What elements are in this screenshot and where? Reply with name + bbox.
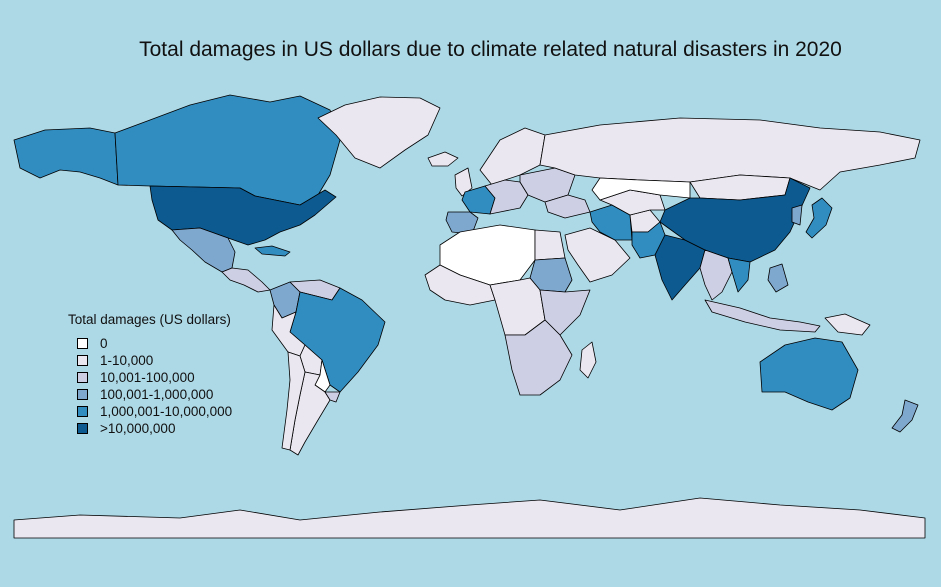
legend-label: 1-10,000 (100, 353, 154, 368)
region-philippines (767, 263, 789, 293)
map-legend: Total damages (US dollars) 0 1-10,000 10,0… (68, 312, 232, 437)
region-kazakhstan (591, 177, 691, 201)
region-korea (791, 204, 803, 226)
region-central-america (221, 267, 271, 293)
region-greenland (317, 96, 441, 169)
legend-swatch (77, 406, 88, 417)
legend-item: 1,000,001-10,000,000 (77, 403, 232, 420)
legend-swatch (77, 389, 88, 400)
legend-item: 1-10,000 (77, 352, 232, 369)
legend-title: Total damages (US dollars) (68, 312, 231, 327)
legend-label: 100,001-1,000,000 (100, 387, 214, 402)
region-uruguay (324, 391, 341, 403)
region-vietnam (727, 257, 751, 293)
region-australia (759, 337, 859, 411)
legend-item: >10,000,000 (77, 420, 232, 437)
legend-item: 0 (77, 335, 232, 352)
region-southern-africa (504, 319, 573, 396)
legend-swatch (77, 338, 88, 349)
region-arabia (564, 227, 631, 283)
region-madagascar (579, 341, 597, 379)
region-cuba (254, 245, 291, 257)
legend-swatch (77, 372, 88, 383)
region-central-europe (484, 179, 529, 215)
legend-label: 10,001-100,000 (100, 370, 195, 385)
legend-label: >10,000,000 (100, 421, 176, 436)
region-japan (805, 197, 833, 239)
region-southeast-asia (699, 249, 733, 301)
legend-swatch (77, 423, 88, 434)
region-antarctica (13, 497, 926, 539)
region-papua (824, 313, 871, 336)
region-usa (149, 185, 337, 246)
region-indonesia (704, 299, 821, 333)
legend-label: 0 (100, 336, 108, 351)
region-iceland (427, 151, 459, 167)
legend-item: 10,001-100,000 (77, 369, 232, 386)
legend-label: 1,000,001-10,000,000 (100, 404, 233, 419)
legend-item: 100,001-1,000,000 (77, 386, 232, 403)
map-title: Total damages in US dollars due to clima… (139, 38, 842, 61)
region-new-zealand (891, 399, 919, 433)
region-egypt (534, 229, 566, 261)
region-chile (281, 351, 306, 451)
region-alaska (13, 127, 119, 186)
legend-swatch (77, 355, 88, 366)
